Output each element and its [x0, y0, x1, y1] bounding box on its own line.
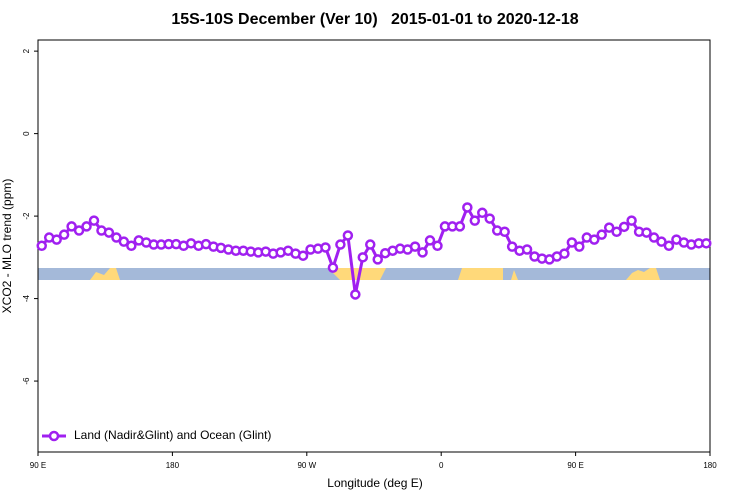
data-point — [626, 215, 637, 226]
data-point — [126, 240, 137, 252]
data-point — [297, 250, 309, 261]
data-point — [566, 237, 578, 248]
x-axis-label: Longitude (deg E) — [327, 476, 422, 490]
data-point — [462, 202, 473, 213]
x-tick-label: 90 W — [297, 461, 316, 470]
y-tick-label: -2 — [22, 212, 31, 220]
data-point — [58, 229, 70, 240]
land-patch — [458, 268, 503, 280]
data-point — [506, 241, 518, 252]
land-patch — [626, 268, 660, 280]
data-point — [603, 222, 615, 233]
data-point — [596, 229, 607, 240]
land-patch — [511, 270, 518, 280]
data-point — [88, 215, 100, 226]
data-point — [484, 213, 495, 224]
data-point — [424, 235, 436, 246]
land-patch — [90, 268, 120, 280]
data-point — [648, 232, 660, 243]
data-point — [118, 236, 130, 247]
data-point — [589, 234, 600, 245]
y-tick-label: -6 — [22, 377, 31, 385]
data-point — [521, 244, 533, 255]
data-point — [417, 247, 428, 258]
data-point — [320, 242, 331, 253]
data-point — [641, 227, 652, 238]
data-point — [51, 234, 62, 245]
x-tick-label: 180 — [703, 461, 717, 470]
data-point — [342, 230, 354, 241]
data-point — [618, 221, 630, 233]
data-point — [66, 221, 77, 232]
data-point — [559, 248, 570, 259]
data-point — [454, 221, 466, 232]
series-line — [40, 203, 707, 295]
x-tick-label: 0 — [439, 461, 444, 470]
legend-label: Land (Nadir&Glint) and Ocean (Glint) — [74, 428, 271, 442]
y-tick-label: -4 — [22, 294, 31, 302]
data-point — [656, 236, 667, 247]
data-point — [409, 241, 421, 252]
y-axis-label: XCO2 - MLO trend (ppm) — [0, 179, 14, 314]
data-point — [350, 289, 361, 300]
surface-mask — [38, 268, 710, 280]
data-point — [73, 225, 85, 236]
land-patch — [328, 268, 386, 280]
data-point — [81, 221, 92, 232]
data-point — [499, 226, 510, 238]
data-point — [574, 241, 585, 252]
data-point — [357, 252, 369, 263]
x-tick-label: 90 E — [30, 461, 46, 470]
data-point — [327, 262, 339, 273]
data-point — [432, 240, 443, 252]
x-tick-label: 180 — [166, 461, 180, 470]
data-point — [36, 240, 47, 252]
y-tick-label: 0 — [22, 131, 31, 136]
legend-marker — [48, 430, 60, 442]
data-point — [372, 254, 383, 265]
data-point — [335, 239, 346, 250]
data-point — [663, 240, 675, 252]
data-point — [477, 207, 488, 219]
data-point — [365, 239, 376, 250]
data-point — [701, 238, 712, 249]
x-tick-label: 90 E — [567, 461, 583, 470]
chart-title: 15S-10S December (Ver 10) 2015-01-01 to … — [171, 11, 578, 28]
y-tick-label: 2 — [22, 48, 31, 53]
data-point — [469, 215, 481, 226]
data-point — [111, 232, 122, 243]
data-point — [103, 227, 115, 238]
data-point — [611, 226, 622, 238]
